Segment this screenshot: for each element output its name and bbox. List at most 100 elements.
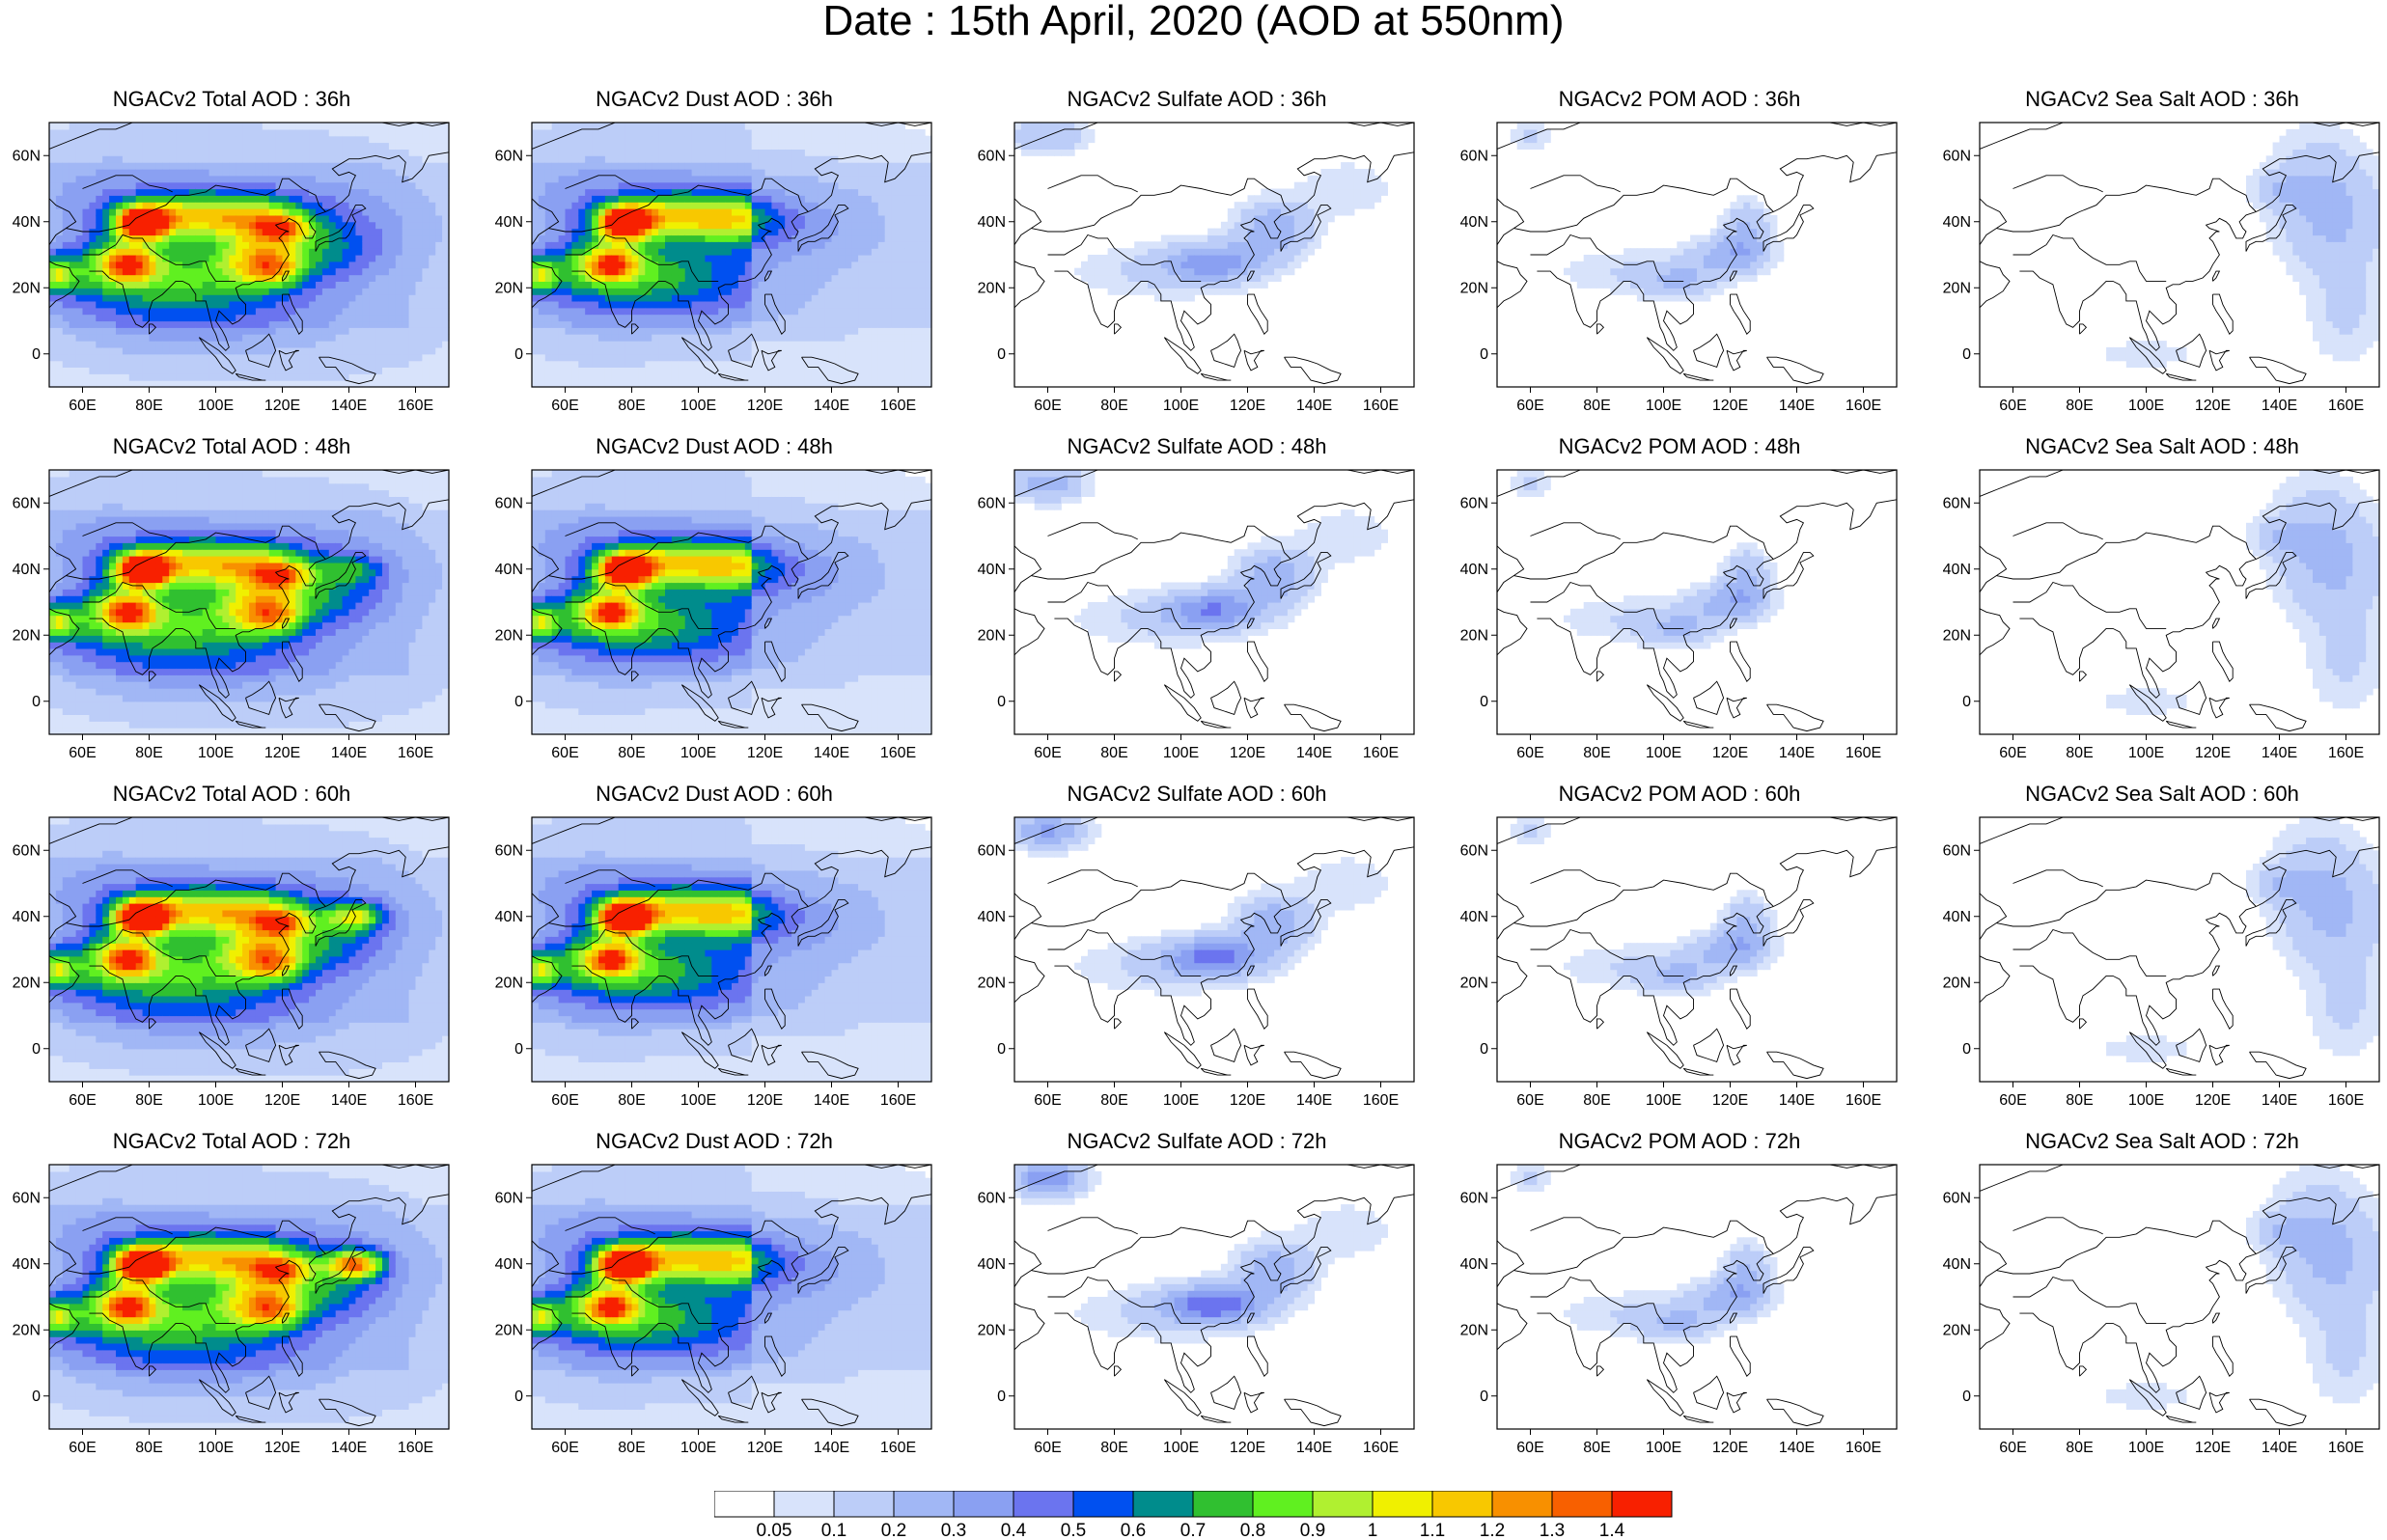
map-frame	[1979, 1164, 2380, 1430]
lon-tick-label: 120E	[2195, 398, 2231, 414]
map-frame	[1979, 469, 2380, 735]
lon-tick-label: 140E	[331, 398, 367, 414]
lat-tick-label: 20N	[978, 627, 1006, 644]
aod-map: 60E 80E 100E 120E 140E 160E 60N 40N 20N 0	[495, 1164, 932, 1456]
lon-tick-label: 160E	[1363, 1440, 1399, 1456]
lon-tick-label: 140E	[331, 745, 367, 761]
lat-tick-label: 0	[1962, 346, 1971, 363]
coastlines	[48, 469, 450, 732]
map-panel-sulfate-0: 60E 80E 100E 120E 140E 160E 60N 40N 20N 0 NGACv2 S…	[970, 88, 1424, 426]
lat-tick-label: 60N	[1460, 495, 1488, 511]
map-frame	[1013, 1164, 1415, 1430]
lon-tick-label: 80E	[2066, 1440, 2093, 1456]
panel-title: NGACv2 Dust AOD : 48h	[487, 435, 941, 458]
lon-tick-label: 160E	[880, 1440, 916, 1456]
lat-tick-label: 20N	[1943, 627, 1971, 644]
lon-tick-label: 140E	[814, 1092, 849, 1109]
colorbar-swatch	[1013, 1491, 1074, 1518]
lon-tick-label: 120E	[264, 398, 300, 414]
panel-title: NGACv2 POM AOD : 48h	[1453, 435, 1906, 458]
lon-tick-label: 120E	[264, 1092, 300, 1109]
panel-title: NGACv2 Sulfate AOD : 72h	[970, 1130, 1424, 1153]
lon-tick-label: 60E	[551, 745, 578, 761]
map-frame	[1496, 469, 1898, 735]
lat-tick-label: 40N	[978, 909, 1006, 925]
lon-tick-label: 120E	[747, 1092, 783, 1109]
lon-tick-label: 100E	[680, 1092, 716, 1109]
lat-tick-label: 40N	[1943, 562, 1971, 578]
panel-title: NGACv2 Sea Salt AOD : 36h	[1935, 88, 2387, 111]
aod-map: 60E 80E 100E 120E 140E 160E 60N 40N 20N 0	[978, 122, 1415, 414]
lat-tick-label: 20N	[13, 1322, 41, 1338]
aod-field	[49, 1165, 450, 1430]
colorbar-swatch	[1072, 1491, 1134, 1518]
lon-tick-label: 60E	[1516, 1440, 1543, 1456]
lon-tick-label: 160E	[1846, 1092, 1881, 1109]
lat-tick-label: 20N	[978, 1322, 1006, 1338]
coastlines	[48, 816, 450, 1080]
panel-title: NGACv2 POM AOD : 72h	[1453, 1130, 1906, 1153]
lon-tick-label: 100E	[198, 745, 234, 761]
panel-title: NGACv2 Total AOD : 60h	[5, 783, 458, 806]
lon-tick-label: 80E	[1100, 1092, 1127, 1109]
lon-tick-label: 100E	[1163, 1440, 1199, 1456]
lon-tick-label: 60E	[551, 1092, 578, 1109]
lon-tick-label: 120E	[264, 1440, 300, 1456]
lon-tick-label: 160E	[880, 1092, 916, 1109]
lat-tick-label: 20N	[1460, 975, 1488, 991]
colorbar-swatch	[1491, 1491, 1553, 1518]
lat-tick-label: 40N	[978, 1256, 1006, 1273]
lat-tick-label: 0	[514, 346, 523, 363]
lon-tick-label: 100E	[198, 1440, 234, 1456]
panel-title: NGACv2 Dust AOD : 60h	[487, 783, 941, 806]
aod-map: 60E 80E 100E 120E 140E 160E 60N 40N 20N 0	[1943, 816, 2380, 1109]
lon-tick-label: 100E	[198, 1092, 234, 1109]
lat-tick-label: 0	[32, 1041, 41, 1058]
lon-tick-label: 80E	[2066, 1092, 2093, 1109]
colorbar-swatch	[1132, 1491, 1194, 1518]
aod-field	[532, 123, 932, 388]
map-panel-total-0: 60E 80E 100E 120E 140E 160E 60N 40N 20N 0 NGACv2 T…	[5, 88, 458, 426]
lat-tick-label: 20N	[13, 975, 41, 991]
lon-tick-label: 80E	[1100, 398, 1127, 414]
lon-tick-label: 100E	[680, 745, 716, 761]
lat-tick-label: 0	[997, 346, 1006, 363]
lon-tick-label: 100E	[198, 398, 234, 414]
aod-field	[2106, 817, 2380, 1062]
lon-tick-label: 120E	[2195, 1092, 2231, 1109]
lon-tick-label: 140E	[1779, 745, 1815, 761]
aod-map: 60E 80E 100E 120E 140E 160E 60N 40N 20N 0	[978, 469, 1415, 761]
lat-tick-label: 20N	[495, 280, 523, 296]
map-frame	[48, 816, 450, 1083]
coastlines	[1013, 122, 1415, 385]
lat-tick-label: 20N	[978, 975, 1006, 991]
lon-tick-label: 100E	[2128, 398, 2164, 414]
lon-tick-label: 60E	[1516, 1092, 1543, 1109]
aod-field	[1014, 817, 1388, 997]
lon-tick-label: 80E	[1583, 745, 1610, 761]
lat-tick-label: 40N	[1943, 214, 1971, 231]
lon-tick-label: 140E	[1296, 745, 1332, 761]
lon-tick-label: 100E	[1646, 1092, 1681, 1109]
colorbar-swatch	[1372, 1491, 1433, 1518]
aod-field	[532, 817, 932, 1083]
aod-map: 60E 80E 100E 120E 140E 160E 60N 40N 20N 0	[1943, 469, 2380, 761]
lon-tick-label: 60E	[1034, 1092, 1061, 1109]
lon-tick-label: 100E	[2128, 1092, 2164, 1109]
lon-tick-label: 160E	[2328, 745, 2364, 761]
aod-map: 60E 80E 100E 120E 140E 160E 60N 40N 20N 0	[1943, 122, 2380, 414]
lat-tick-label: 40N	[13, 909, 41, 925]
panel-title: NGACv2 Sulfate AOD : 48h	[970, 435, 1424, 458]
lat-tick-label: 20N	[1943, 1322, 1971, 1338]
map-frame	[1013, 122, 1415, 388]
lon-tick-label: 120E	[1230, 1092, 1265, 1109]
lon-tick-label: 120E	[1230, 398, 1265, 414]
lat-tick-label: 60N	[13, 1190, 41, 1206]
lat-tick-label: 20N	[1460, 627, 1488, 644]
colorbar-swatch	[1192, 1491, 1254, 1518]
aod-map: 60E 80E 100E 120E 140E 160E 60N 40N 20N 0	[13, 469, 450, 761]
lon-tick-label: 160E	[880, 745, 916, 761]
map-panel-dust-3: 60E 80E 100E 120E 140E 160E 60N 40N 20N 0 NGACv2 D…	[487, 1130, 941, 1468]
panel-title: NGACv2 Total AOD : 48h	[5, 435, 458, 458]
coastlines	[1979, 1164, 2380, 1427]
